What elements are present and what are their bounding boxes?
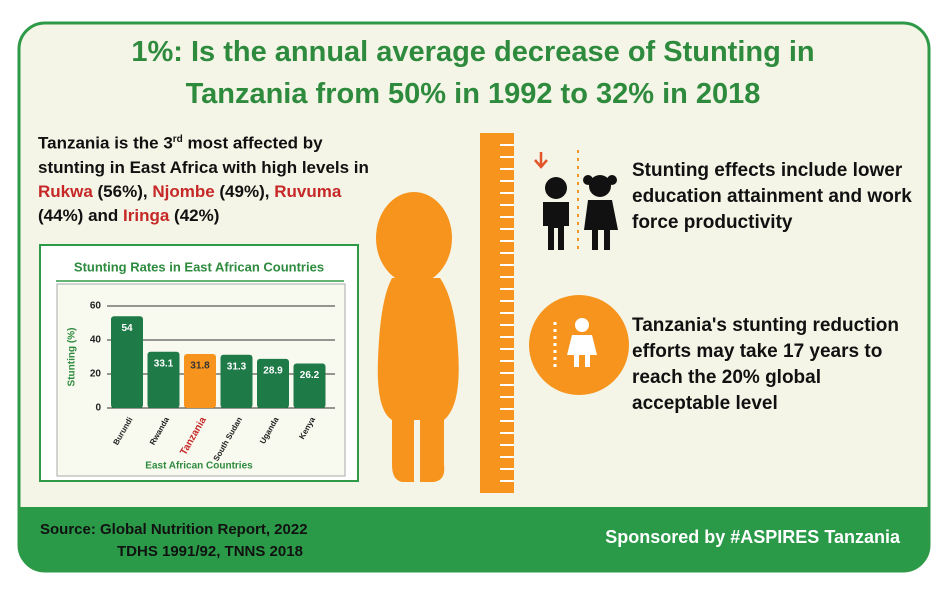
bar [111,316,143,408]
chart-title: Stunting Rates in East African Countries [74,259,324,274]
intro-text: Tanzania is the 3rd most affected by stu… [38,128,373,228]
region: Iringa [123,205,170,225]
y-tick-label: 60 [90,301,102,312]
text: (56%), [92,181,153,201]
bar [184,353,216,408]
footer-band [20,507,928,570]
title-line: 1%: Is the annual average decrease of St… [131,36,815,68]
effect-text: Stunting effects include lower education… [632,160,912,233]
value-label: 33.1 [154,358,174,369]
bar [220,354,253,408]
value-label: 28.9 [263,366,283,377]
bar [147,351,180,408]
region: Njombe [152,181,215,201]
text: rd [172,134,183,145]
text: Tanzania is the 3 [38,133,173,153]
sponsor: Sponsored by #ASPIRES Tanzania [605,527,900,547]
ruler-ticks [500,144,514,482]
x-axis-label: East African Countries [145,461,253,472]
value-label: 26.2 [300,370,320,381]
value-label: 54 [121,323,133,334]
text: (44%) and [38,205,124,225]
growth-icon [529,295,629,395]
title-line: Tanzania from 50% in 1992 to 32% in 2018 [185,78,761,110]
kids-icon [534,150,618,250]
region: Ruvuma [274,181,342,201]
value-label: 31.3 [227,361,247,372]
value-label: 31.8 [190,361,210,372]
y-tick-label: 40 [90,335,102,346]
text: most affected by stunting in East Africa… [38,133,369,177]
text: (42%) [169,205,220,225]
region: Rukwa [38,181,93,201]
source: TDHS 1991/92, TNNS 2018 [117,543,303,560]
effect-text: Tanzania's stunting reduction efforts ma… [632,315,900,414]
bar [293,363,326,408]
y-axis-label: Stunting (%) [67,328,78,387]
text: (49%), [214,181,275,201]
y-tick-label: 20 [90,369,102,380]
y-tick-label: 0 [95,403,101,414]
child-silhouette [376,192,459,482]
bar [257,358,289,408]
source: Source: Global Nutrition Report, 2022 [40,521,308,538]
